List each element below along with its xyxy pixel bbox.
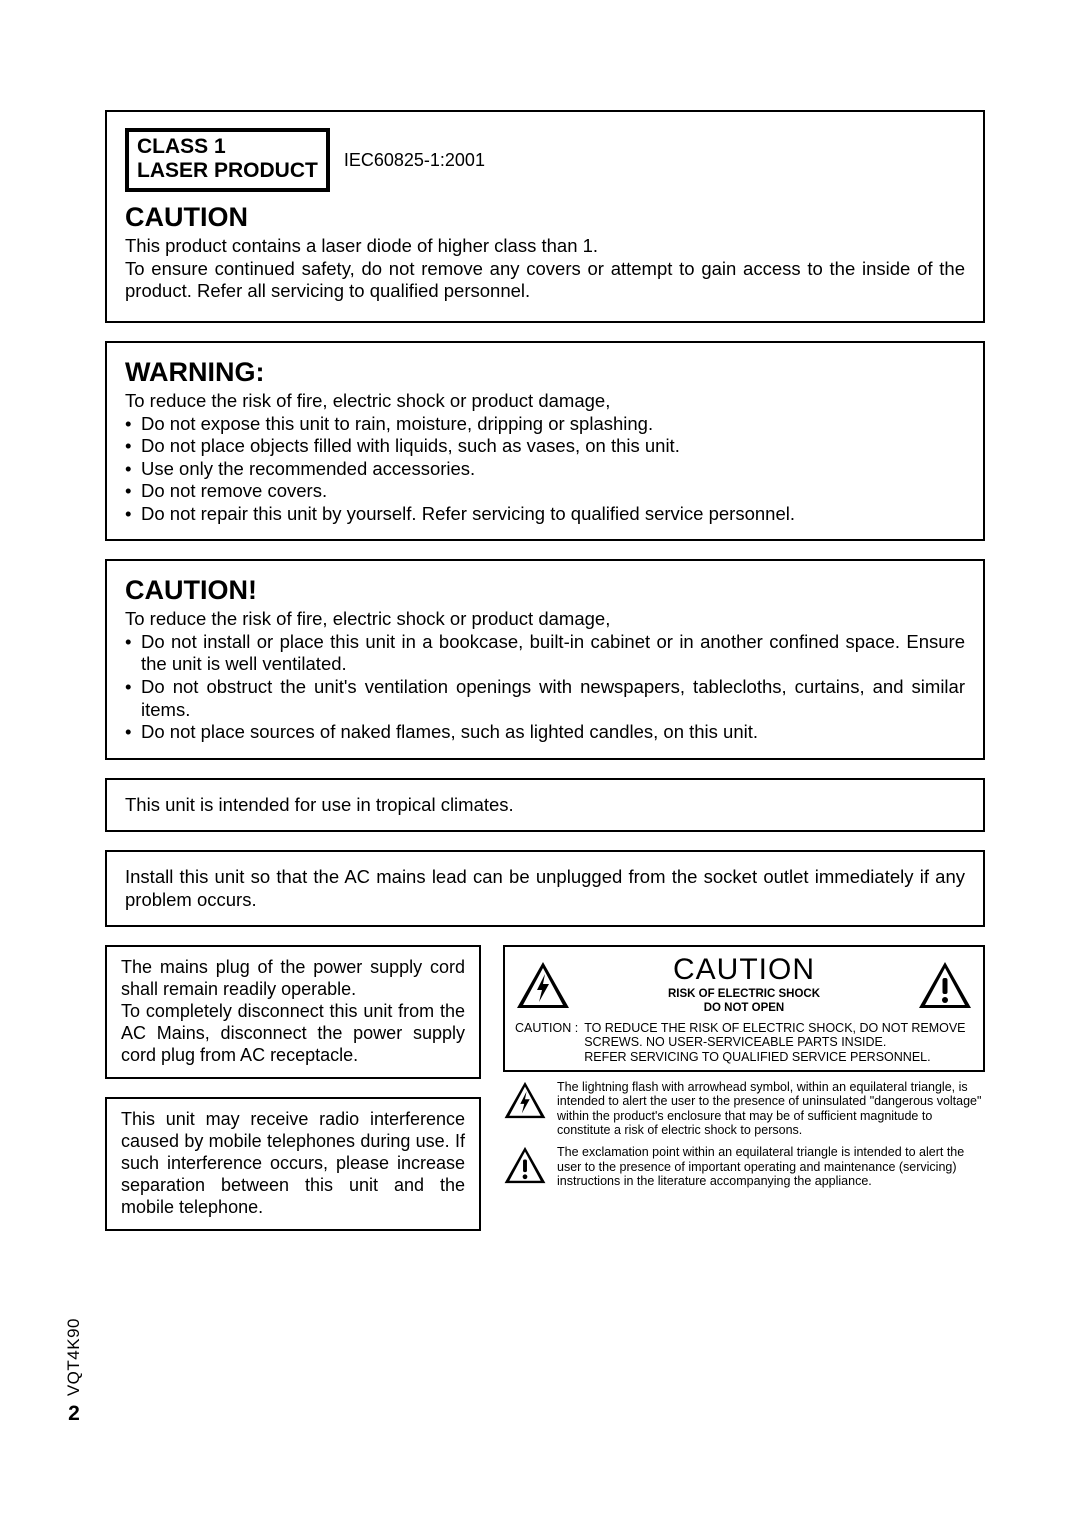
warning-item: Use only the recommended accessories. xyxy=(125,458,965,481)
plate-center: CAUTION RISK OF ELECTRIC SHOCK DO NOT OP… xyxy=(579,955,909,1014)
warning-item: Do not place objects filled with liquids… xyxy=(125,435,965,458)
right-column: CAUTION RISK OF ELECTRIC SHOCK DO NOT OP… xyxy=(503,945,985,1188)
warning-box: WARNING: To reduce the risk of fire, ele… xyxy=(105,341,985,541)
plate-caution-text: CAUTION xyxy=(579,955,909,985)
exclaim-desc-text: The exclamation point within an equilate… xyxy=(557,1145,985,1188)
plate-body-text: TO REDUCE THE RISK OF ELECTRIC SHOCK, DO… xyxy=(584,1021,973,1064)
plate-body-label: CAUTION : xyxy=(515,1021,578,1064)
caution2-item: Do not install or place this unit in a b… xyxy=(125,631,965,676)
warning-item: Do not expose this unit to rain, moistur… xyxy=(125,413,965,436)
warning-list: Do not expose this unit to rain, moistur… xyxy=(125,413,965,526)
install-box: Install this unit so that the AC mains l… xyxy=(105,850,985,927)
two-column-area: The mains plug of the power supply cord … xyxy=(105,945,985,1249)
doc-code: VQT4K90 xyxy=(64,1318,84,1396)
laser-line1: CLASS 1 xyxy=(137,135,318,159)
page-number: 2 xyxy=(64,1402,84,1426)
lightning-desc-text: The lightning flash with arrowhead symbo… xyxy=(557,1080,985,1138)
exclamation-triangle-icon xyxy=(917,960,973,1010)
install-text: Install this unit so that the AC mains l… xyxy=(125,866,965,911)
tropical-text: This unit is intended for use in tropica… xyxy=(125,794,965,817)
caution2-item: Do not place sources of naked flames, su… xyxy=(125,721,965,744)
laser-label-row: CLASS 1 LASER PRODUCT IEC60825-1:2001 xyxy=(125,128,965,192)
warning-item: Do not repair this unit by yourself. Ref… xyxy=(125,503,965,526)
radio-box: This unit may receive radio interference… xyxy=(105,1097,481,1231)
plate-body: CAUTION : TO REDUCE THE RISK OF ELECTRIC… xyxy=(515,1021,973,1064)
plate-top-row: CAUTION RISK OF ELECTRIC SHOCK DO NOT OP… xyxy=(515,955,973,1014)
exclamation-triangle-small-icon xyxy=(503,1145,547,1185)
radio-text: This unit may receive radio interference… xyxy=(121,1109,465,1219)
plate-risk2: DO NOT OPEN xyxy=(579,1002,909,1015)
warning-heading: WARNING: xyxy=(125,357,965,388)
caution1-heading: CAUTION xyxy=(125,202,965,233)
caution2-heading: CAUTION! xyxy=(125,575,965,606)
laser-line2: LASER PRODUCT xyxy=(137,159,318,183)
lightning-triangle-icon xyxy=(515,960,571,1010)
exclaim-description-row: The exclamation point within an equilate… xyxy=(503,1145,985,1188)
caution1-p2: To ensure continued safety, do not remov… xyxy=(125,258,965,303)
caution2-item: Do not obstruct the unit's ventilation o… xyxy=(125,676,965,721)
caution2-intro: To reduce the risk of fire, electric sho… xyxy=(125,608,965,631)
caution2-list: Do not install or place this unit in a b… xyxy=(125,631,965,744)
caution2-box: CAUTION! To reduce the risk of fire, ele… xyxy=(105,559,985,759)
plate-risk1: RISK OF ELECTRIC SHOCK xyxy=(579,988,909,1001)
laser-class-label: CLASS 1 LASER PRODUCT xyxy=(125,128,330,192)
warning-intro: To reduce the risk of fire, electric sho… xyxy=(125,390,965,413)
lightning-description-row: The lightning flash with arrowhead symbo… xyxy=(503,1080,985,1138)
mains-plug-text: The mains plug of the power supply cord … xyxy=(121,957,465,1067)
iec-code: IEC60825-1:2001 xyxy=(344,150,485,171)
caution-plate: CAUTION RISK OF ELECTRIC SHOCK DO NOT OP… xyxy=(503,945,985,1072)
left-column: The mains plug of the power supply cord … xyxy=(105,945,481,1249)
tropical-box: This unit is intended for use in tropica… xyxy=(105,778,985,833)
lightning-triangle-small-icon xyxy=(503,1080,547,1120)
page-footer: VQT4K90 2 xyxy=(64,1318,84,1426)
caution1-p1: This product contains a laser diode of h… xyxy=(125,235,965,258)
caution-laser-box: CLASS 1 LASER PRODUCT IEC60825-1:2001 CA… xyxy=(105,110,985,323)
mains-plug-box: The mains plug of the power supply cord … xyxy=(105,945,481,1079)
warning-item: Do not remove covers. xyxy=(125,480,965,503)
